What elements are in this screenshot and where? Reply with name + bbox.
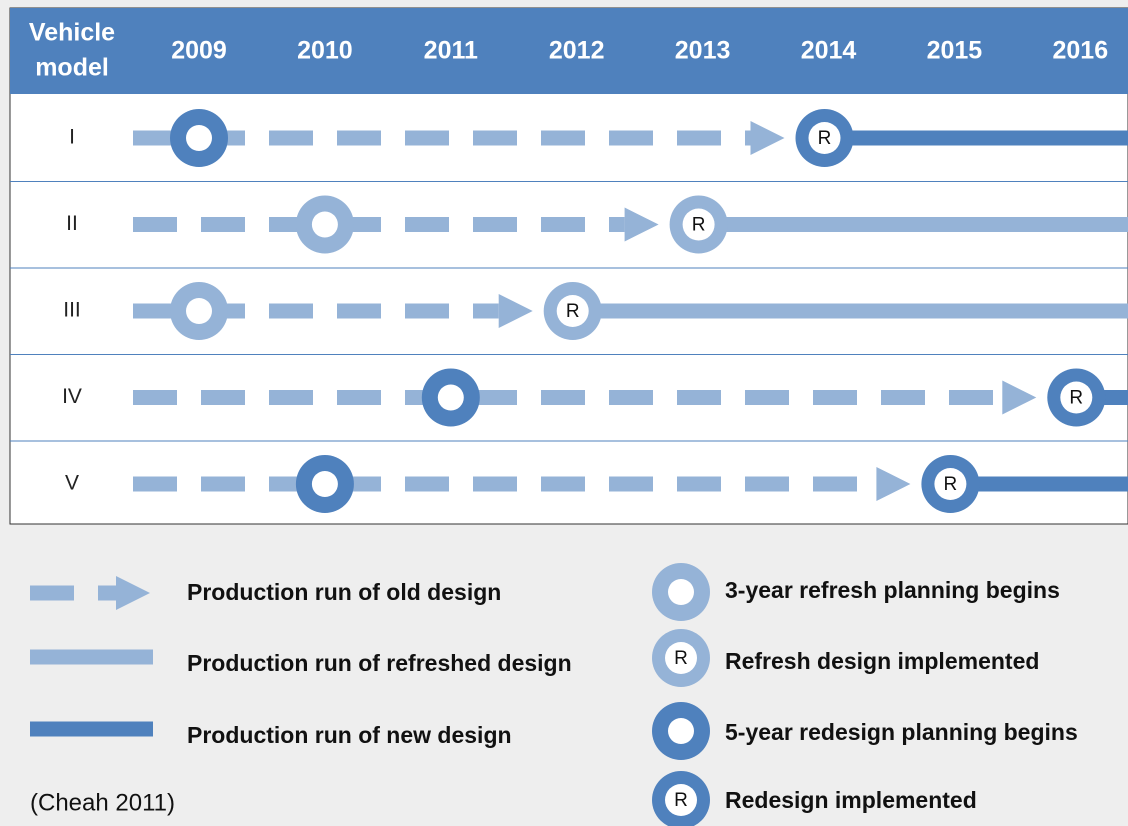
header-label: model	[35, 54, 109, 82]
arrow-head	[624, 207, 659, 242]
legend-label: Redesign implemented	[725, 787, 977, 813]
marker-letter: R	[1069, 388, 1083, 409]
row-label: II	[66, 212, 78, 235]
marker-hole	[311, 471, 338, 497]
marker-hole	[665, 784, 697, 816]
legend-label: Production run of new design	[187, 722, 512, 748]
legend-label: Production run of refreshed design	[187, 650, 572, 676]
marker-letter: R	[566, 301, 580, 322]
marker-hole	[668, 718, 694, 744]
citation: (Cheah 2011)	[30, 789, 175, 816]
marker-letter: R	[818, 128, 832, 149]
year-label: 2012	[549, 37, 605, 65]
header-label: Vehicle	[29, 19, 115, 47]
marker-hole	[665, 642, 697, 674]
marker-hole	[1060, 381, 1093, 414]
year-label: 2009	[171, 37, 227, 65]
marker-hole	[934, 468, 967, 500]
marker-hole	[186, 298, 212, 324]
marker-letter: R	[692, 215, 706, 236]
marker-hole	[668, 579, 694, 605]
row-label: I	[69, 126, 75, 149]
marker-letter: R	[674, 790, 688, 811]
marker-letter: R	[944, 474, 958, 495]
legend-label: 3-year refresh planning begins	[725, 577, 1060, 603]
year-label: 2010	[297, 37, 353, 65]
row-label: III	[63, 299, 81, 322]
marker-hole	[556, 295, 589, 327]
legend-label: Production run of old design	[187, 579, 501, 605]
marker-hole	[186, 125, 212, 151]
arrow-head	[1002, 380, 1037, 415]
marker-hole	[311, 211, 338, 238]
marker-letter: R	[674, 648, 688, 669]
legend-label: 5-year redesign planning begins	[725, 719, 1078, 745]
year-label: 2014	[801, 37, 857, 65]
header-band	[10, 8, 1128, 94]
year-label: 2016	[1052, 37, 1108, 65]
year-label: 2011	[424, 37, 478, 65]
row-label: IV	[62, 385, 82, 408]
arrow-head	[116, 576, 150, 610]
arrow-head	[498, 294, 533, 328]
marker-hole	[808, 122, 841, 154]
legend-label: Refresh design implemented	[725, 648, 1039, 674]
arrow-head	[750, 121, 785, 155]
year-label: 2013	[675, 37, 731, 65]
year-label: 2015	[927, 37, 983, 65]
row-label: V	[65, 472, 79, 495]
arrow-head	[876, 467, 911, 501]
marker-hole	[437, 384, 464, 411]
marker-hole	[682, 208, 715, 241]
